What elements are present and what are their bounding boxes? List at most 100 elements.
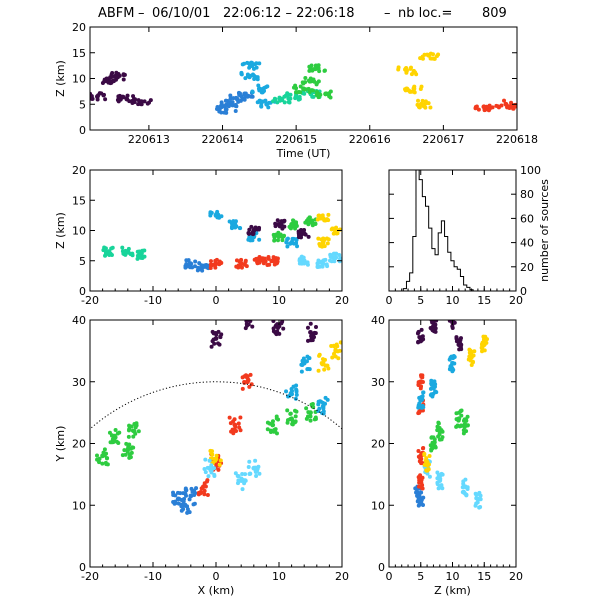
data-point xyxy=(120,453,125,458)
data-point xyxy=(417,502,422,507)
data-point xyxy=(432,56,437,61)
data-point xyxy=(287,100,292,105)
data-point xyxy=(426,462,431,467)
data-point xyxy=(234,264,239,269)
data-point xyxy=(237,478,242,483)
x-tick-label: 10 xyxy=(272,294,286,307)
data-point xyxy=(280,320,285,324)
histogram-outline xyxy=(402,170,474,291)
data-point xyxy=(244,310,248,314)
data-point xyxy=(308,414,313,419)
x-tick-label: 220618 xyxy=(496,133,538,146)
data-point xyxy=(238,91,243,96)
data-point xyxy=(203,457,208,462)
data-point xyxy=(246,465,251,470)
data-point xyxy=(496,104,501,109)
data-point xyxy=(247,459,252,464)
data-point xyxy=(300,80,305,85)
data-point xyxy=(323,395,328,400)
data-point xyxy=(109,433,114,438)
data-point xyxy=(307,64,312,69)
data-point xyxy=(435,470,440,475)
data-point xyxy=(296,232,301,237)
data-point xyxy=(246,237,251,242)
data-point xyxy=(300,362,305,367)
y-tick-label: 80 xyxy=(520,188,534,201)
y-tick-label: 20 xyxy=(72,21,86,34)
data-point xyxy=(113,428,118,433)
data-point xyxy=(450,366,455,371)
data-point xyxy=(214,257,219,262)
data-point xyxy=(317,406,322,411)
data-point xyxy=(265,84,270,89)
data-point xyxy=(225,99,230,104)
panel-x-y: -20 -10 0 10 20 0 10 20 30 40 X (km) Y (km) xyxy=(54,310,349,597)
data-point xyxy=(255,100,260,105)
data-point xyxy=(467,347,472,352)
data-point xyxy=(458,338,463,343)
data-point xyxy=(202,481,207,486)
data-point xyxy=(126,434,131,439)
data-point xyxy=(456,418,461,423)
data-point xyxy=(255,75,260,80)
data-point xyxy=(250,324,255,329)
data-point xyxy=(482,108,487,113)
data-point xyxy=(212,466,217,471)
data-point xyxy=(213,265,218,270)
y-tick-label: 15 xyxy=(72,194,86,207)
data-point xyxy=(212,341,217,346)
data-point xyxy=(478,497,483,502)
data-point xyxy=(323,363,328,368)
data-point xyxy=(273,427,278,432)
data-point xyxy=(414,490,419,495)
data-point xyxy=(261,261,266,266)
data-point xyxy=(284,240,289,245)
cluster-4 xyxy=(416,353,457,410)
data-point xyxy=(416,380,421,385)
data-point xyxy=(396,67,401,72)
data-point xyxy=(278,98,283,103)
data-point xyxy=(226,104,231,109)
x-tick-label: 0 xyxy=(213,570,220,583)
data-point xyxy=(452,320,457,325)
data-point xyxy=(198,491,203,496)
data-point xyxy=(206,474,211,479)
data-point xyxy=(285,236,290,241)
data-point xyxy=(427,453,432,458)
data-point xyxy=(450,369,455,374)
data-point xyxy=(419,327,424,332)
data-point xyxy=(126,428,131,433)
data-point xyxy=(424,456,429,461)
data-point xyxy=(212,457,217,462)
y-tick-label: 100 xyxy=(520,164,541,177)
data-point xyxy=(432,437,437,442)
data-point xyxy=(233,109,238,114)
data-point xyxy=(434,320,439,323)
data-point xyxy=(142,248,147,253)
data-point xyxy=(203,470,208,475)
x-tick-label: -20 xyxy=(81,570,99,583)
data-point xyxy=(205,465,210,470)
data-point xyxy=(420,483,425,488)
data-point xyxy=(107,252,112,257)
title-sep-2: – xyxy=(384,6,391,21)
data-point xyxy=(184,504,189,509)
data-point xyxy=(250,238,255,243)
data-point xyxy=(316,79,321,84)
data-point xyxy=(294,90,299,95)
data-point xyxy=(127,99,132,104)
data-point xyxy=(335,349,340,354)
data-point xyxy=(280,234,285,239)
data-point xyxy=(188,265,193,270)
data-point xyxy=(187,261,192,266)
data-point xyxy=(519,108,523,112)
data-point xyxy=(262,99,267,104)
data-point xyxy=(462,425,467,430)
title-prefix: ABFM xyxy=(98,6,135,21)
data-point xyxy=(419,335,424,340)
data-point xyxy=(121,95,126,100)
data-point xyxy=(106,80,111,85)
data-point xyxy=(99,91,104,96)
data-point xyxy=(95,97,100,102)
data-point xyxy=(313,325,318,330)
